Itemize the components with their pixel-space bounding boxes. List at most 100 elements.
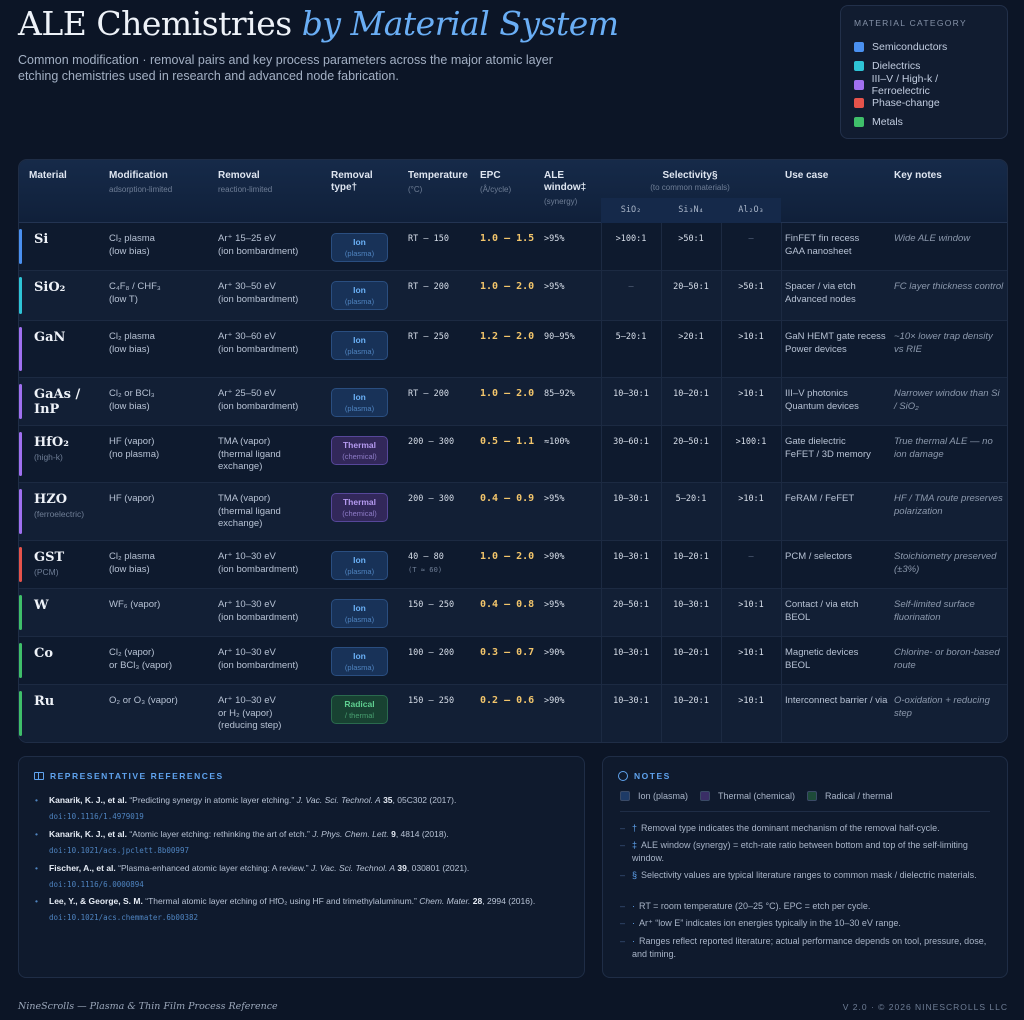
references-panel: REPRESENTATIVE REFERENCES • Kanarik, K. J… [18,756,585,978]
removal-type-badge: Ion (plasma) [331,331,388,360]
footer-version: V 2.0 · © 2026 NINESCROLLS LLC [842,1002,1008,1012]
use-case-cell: Interconnect barrier / via [785,695,888,706]
category-bar [19,691,22,736]
doi-link[interactable]: doi:10.1116/1.4979019 [49,812,144,821]
divider [661,378,662,425]
divider [661,685,662,742]
note-item: – · Ranges reflect reported literature; ac… [620,936,987,959]
table-row: Co Cl₂ (vapor) or BCl₃ (vapor) Ar⁺ 10–30 e… [19,637,1007,685]
legend-swatch [854,42,864,53]
category-bar [19,547,22,582]
use-case-cell: Spacer / via etch Advanced nodes [785,281,856,305]
divider [721,483,722,540]
doi-link[interactable]: doi:10.1021/acs.jpclett.8b00997 [49,846,189,855]
category-bar [19,384,22,419]
legend-swatch [854,98,864,109]
reference-item: • Fischer, A., et al. “Plasma-enhanced at… [35,863,575,890]
temperature-cell: 200 – 300 [408,494,455,504]
selectivity-cell: — [628,282,634,292]
use-case-cell: Magnetic devices BEOL [785,647,859,671]
info-icon [618,771,628,781]
bullet: • [35,829,38,839]
removal-type-badge: Radical / thermal [331,695,388,724]
epc-cell: 0.4 – 0.9 [480,493,535,504]
reference-item: • Kanarik, K. J., et al. “Predicting syne… [35,795,575,822]
modification-cell: Cl₂ or BCl₃ (low bias) [109,388,155,412]
selectivity-cell: 30–60:1 [613,437,649,447]
selectivity-cell: 20–50:1 [673,282,709,292]
removal-type-badge: Ion (plasma) [331,551,388,580]
use-case-cell: GaN HEMT gate recess Power devices [785,331,886,355]
divider [661,483,662,540]
temperature-cell: 200 – 300 [408,437,455,447]
removal-cell: Ar⁺ 10–30 eV (ion bombardment) [218,647,299,671]
legend-item: Phase-change [854,94,994,113]
divider [721,685,722,742]
legend-label: Dielectrics [872,60,921,73]
legend-swatch [807,791,818,801]
ale-window-cell: >95% [544,600,565,610]
removal-cell: Ar⁺ 25–50 eV (ion bombardment) [218,388,299,412]
material-category-legend: MATERIAL CATEGORY Semiconductors Dielectr… [840,5,1008,139]
modification-cell: Cl₂ plasma (low bias) [109,551,155,575]
selectivity-cell: >10:1 [738,389,764,399]
key-note-cell: FC layer thickness control [894,281,1004,292]
key-note-cell: Chlorine- or boron-based route [894,647,1000,671]
reference-item: • Lee, Y., & George, S. M. “Thermal atomi… [35,896,575,923]
ale-window-cell: ≈100% [544,437,570,447]
legend-label: Metals [872,116,903,129]
notes-legend-item: Ion (plasma) [620,791,688,801]
doi-link[interactable]: doi:10.1116/6.0000894 [49,880,144,889]
selectivity-cell: 20–50:1 [613,600,649,610]
category-bar [19,489,22,534]
col-key-notes: Key notes [894,170,942,181]
col-sel-sio2: SiO₂ [601,198,661,223]
key-note-cell: Wide ALE window [894,233,971,244]
category-bar [19,229,22,264]
selectivity-cell: >10:1 [738,696,764,706]
divider [601,637,602,684]
doi-link[interactable]: doi:10.1021/acs.chemmater.6b00382 [49,913,199,922]
ale-window-cell: >95% [544,234,565,244]
legend-item: Semiconductors [854,38,994,57]
selectivity-cell: 10–30:1 [613,648,649,658]
key-note-cell: Stoichiometry preserved (±3%) [894,551,997,575]
modification-cell: Cl₂ plasma (low bias) [109,233,155,257]
divider [620,811,990,812]
table-row: GaN Cl₂ plasma (low bias) Ar⁺ 30–60 eV (io… [19,321,1007,378]
selectivity-cell: >10:1 [738,648,764,658]
temperature-cell: RT – 250 [408,332,449,342]
notes-heading: NOTES [618,771,671,781]
key-note-cell: ~10× lower trap density vs RIE [894,331,993,355]
removal-type-badge: Thermal (chemical) [331,436,388,465]
modification-cell: Cl₂ (vapor) or BCl₃ (vapor) [109,647,172,671]
material-name: GaAs / InP [34,387,81,417]
table-row: SiO₂ C₄F₈ / CHF₃ (low T) Ar⁺ 30–50 eV (ion… [19,271,1007,321]
table-row: W WF₆ (vapor) Ar⁺ 10–30 eV (ion bombardmen… [19,589,1007,637]
temperature-cell: 40 – 80 (T ≈ 60) [408,552,444,574]
col-epc: EPC (Å/cycle) [480,170,512,194]
legend-item: Metals [854,113,994,132]
legend-swatch [854,79,864,90]
removal-cell: Ar⁺ 10–30 eV (ion bombardment) [218,551,299,575]
col-ale-window: ALE window‡ (synergy) [544,170,587,206]
epc-cell: 0.4 – 0.8 [480,599,535,610]
use-case-cell: Gate dielectric FeFET / 3D memory [785,436,871,460]
ale-window-cell: >90% [544,552,565,562]
removal-cell: TMA (vapor) (thermal ligand exchange) [218,436,281,472]
temperature-cell: 150 – 250 [408,696,455,706]
use-case-cell: Contact / via etch BEOL [785,599,859,623]
epc-cell: 1.0 – 2.0 [480,551,535,562]
notes-legend-item: Radical / thermal [807,791,893,801]
references-heading: REPRESENTATIVE REFERENCES [34,771,224,781]
notes-legend-item: Thermal (chemical) [700,791,795,801]
selectivity-cell: 20–50:1 [673,437,709,447]
col-sel-al2o3: Al₂O₃ [721,198,781,223]
removal-type-badge: Ion (plasma) [331,647,388,676]
divider [781,541,782,588]
divider [721,589,722,636]
divider [721,321,722,377]
ale-window-cell: >95% [544,494,565,504]
selectivity-cell: 10–30:1 [613,389,649,399]
epc-cell: 1.0 – 2.0 [480,281,535,292]
